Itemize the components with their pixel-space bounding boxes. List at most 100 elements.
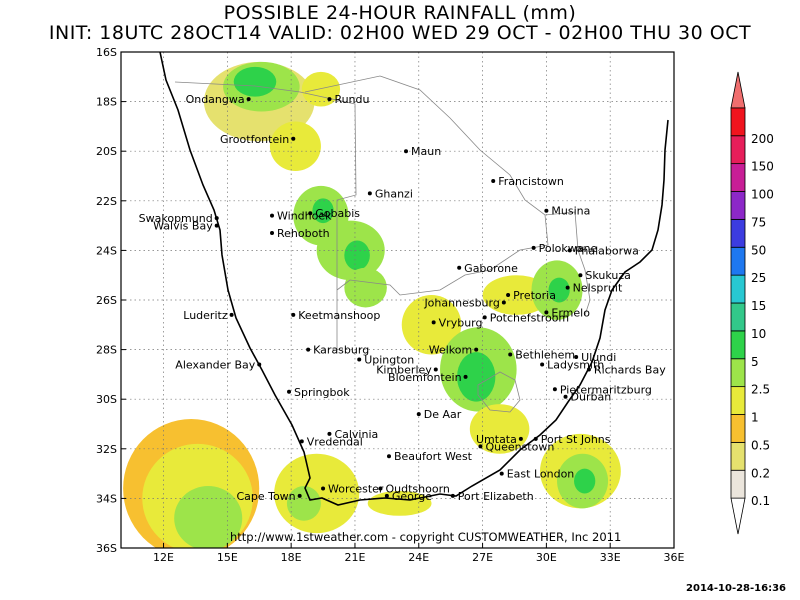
city-dot: [506, 293, 511, 298]
legend-swatch: [730, 358, 746, 388]
city-dot: [291, 136, 296, 141]
city-dot: [450, 493, 455, 498]
city-dot: [270, 231, 275, 236]
lat-tick-label: 30S: [96, 393, 117, 406]
lat-tick-label: 26S: [96, 294, 117, 307]
lon-tick-label: 12E: [153, 551, 174, 564]
city-label: George: [392, 490, 432, 503]
legend-swatch: [730, 330, 746, 360]
city-label: Walvis Bay: [153, 220, 213, 233]
city-dot: [270, 213, 275, 218]
city-label: Upington: [364, 354, 414, 367]
city-dot: [478, 444, 483, 449]
city-dot: [431, 320, 436, 325]
city-label: Karasburg: [313, 344, 369, 357]
legend-swatch: [730, 414, 746, 443]
legend-swatch: [730, 246, 746, 276]
city-label: East London: [507, 468, 575, 481]
city-label: Durban: [571, 391, 612, 404]
legend-swatch: [730, 497, 746, 535]
rainfall-legend: 0.1 0.2 0.5 1 2.5 5 10 15 25 50 75 100 150 200: [730, 71, 774, 535]
city-dot: [378, 486, 383, 491]
city-label: Welkom: [429, 344, 472, 357]
city-label: Maun: [411, 145, 441, 158]
lon-tick-label: 33E: [600, 551, 621, 564]
city-label: Vredendal: [307, 435, 363, 448]
rain-area: [344, 267, 387, 308]
lat-tick-label: 20S: [96, 145, 117, 158]
city-label: Polokwane: [539, 242, 598, 255]
city-dot: [552, 387, 557, 392]
city-label: Keetmanshoop: [298, 309, 380, 322]
city-dot: [327, 431, 332, 436]
city-label: Phalaborwa: [575, 244, 639, 257]
city-dot: [457, 265, 462, 270]
city-dot: [297, 493, 302, 498]
city-dot: [321, 486, 326, 491]
city-label: Pretoria: [513, 289, 556, 302]
city-label: Springbok: [294, 386, 350, 399]
city-dot: [463, 374, 468, 379]
rain-area: [574, 468, 596, 494]
city-label: Ulundi: [581, 351, 616, 364]
axis-ticks: 12E 15E 18E 21E 24E 27E 30E 33E 36E 16S 18S 20S 22S 2…: [96, 46, 685, 564]
city-label: Pietermaritzburg: [560, 383, 652, 396]
legend-swatch: [730, 274, 746, 304]
legend-swatch: [730, 71, 746, 109]
lon-tick-label: 15E: [217, 551, 238, 564]
city-dot: [327, 97, 332, 102]
coastline: [159, 52, 669, 506]
city-dot: [586, 367, 591, 372]
city-label: Ondangwa: [186, 93, 245, 106]
rain-area: [367, 490, 432, 516]
legend-label: 25: [751, 271, 766, 285]
city-dot: [306, 347, 311, 352]
legend-label: 2.5: [751, 383, 770, 397]
lat-tick-label: 36S: [96, 542, 117, 555]
city-dot: [482, 315, 487, 320]
legend-label: 150: [751, 160, 774, 174]
legend-label: 1: [751, 411, 759, 425]
city-dot: [501, 300, 506, 305]
city-label: Port Elizabeth: [458, 490, 534, 503]
legend-label: 5: [751, 355, 759, 369]
legend-swatch: [730, 469, 746, 499]
city-label: Kimberley: [376, 363, 432, 376]
city-label: Bethlehem: [515, 349, 575, 362]
city-dot: [433, 367, 438, 372]
city-dot: [357, 357, 362, 362]
city-label: Skukuza: [585, 269, 631, 282]
lon-tick-label: 18E: [281, 551, 302, 564]
legend-swatch: [730, 386, 746, 415]
legend-swatch: [730, 135, 746, 165]
lat-lon-grid: [121, 52, 674, 548]
legend-swatch: [730, 441, 746, 471]
city-dot: [214, 216, 219, 221]
lat-tick-label: 24S: [96, 244, 117, 257]
rain-area: [548, 277, 570, 303]
map-subtitle-valid-time: INIT: 18UTC 28OCT14 VALID: 02H00 WED 29 …: [48, 22, 752, 44]
city-label: Vryburg: [439, 316, 483, 329]
city-dot: [291, 312, 296, 317]
lat-tick-label: 32S: [96, 443, 117, 456]
rainfall-shading: [123, 61, 621, 548]
city-label: Nelspruit: [573, 282, 623, 295]
city-dot: [287, 389, 292, 394]
legend-label: 15: [751, 299, 766, 313]
lon-tick-label: 21E: [344, 551, 365, 564]
rain-area: [457, 352, 496, 402]
rain-area: [401, 295, 462, 355]
rain-area: [469, 404, 530, 454]
city-label: Gaborone: [464, 262, 518, 275]
city-dot: [474, 347, 479, 352]
city-dot: [386, 454, 391, 459]
lon-tick-label: 30E: [536, 551, 557, 564]
city-dot: [416, 412, 421, 417]
rain-area: [286, 486, 321, 521]
city-dot: [533, 436, 538, 441]
city-label: Rundu: [334, 93, 369, 106]
lat-tick-label: 22S: [96, 195, 117, 208]
city-dot: [518, 436, 523, 441]
legend-swatch: [730, 218, 746, 248]
